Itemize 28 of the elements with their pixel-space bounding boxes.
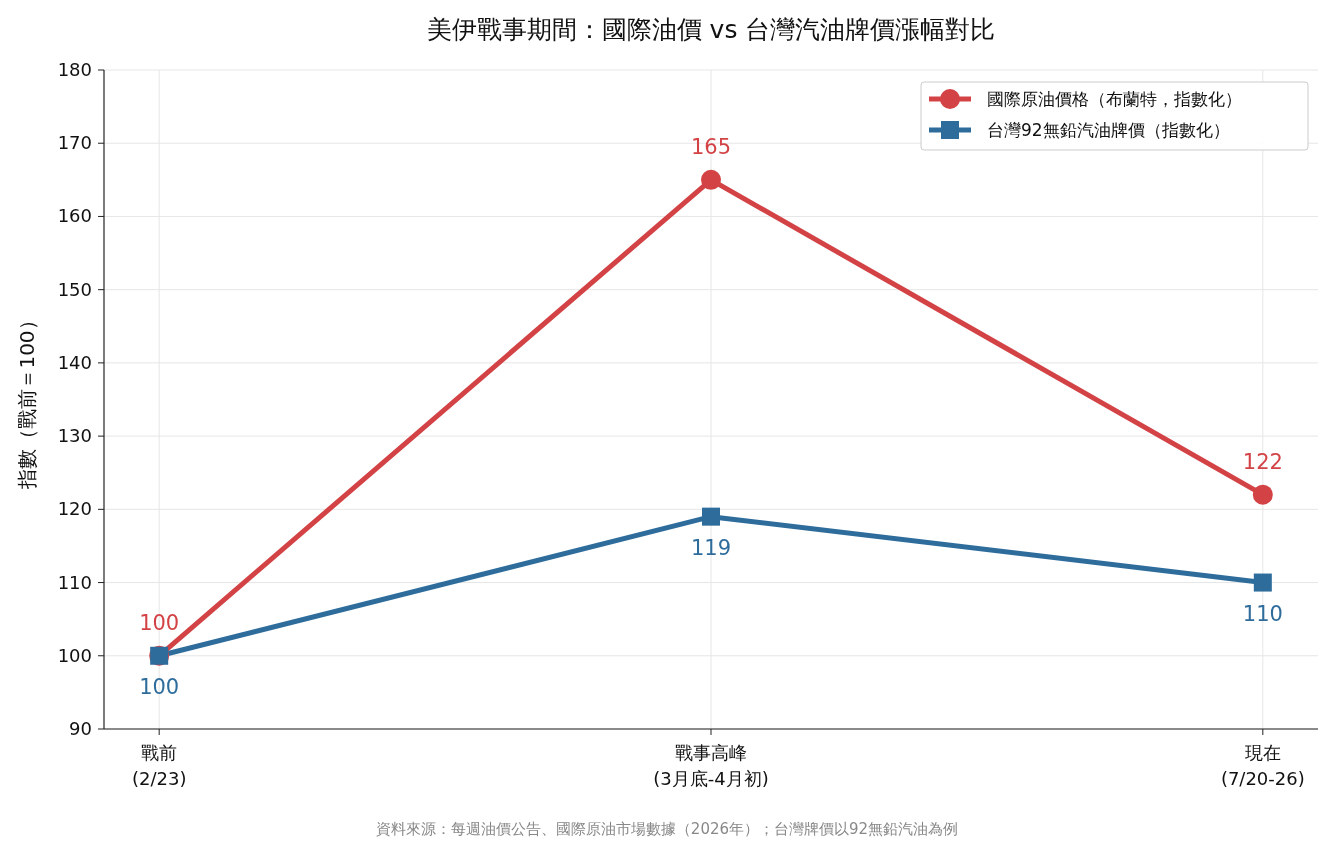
legend-label: 台灣92無鉛汽油牌價（指數化） xyxy=(987,120,1230,140)
y-tick-label: 100 xyxy=(57,644,92,666)
y-tick-label: 90 xyxy=(69,718,92,739)
y-tick-label: 120 xyxy=(57,498,92,520)
x-tick-label: 戰事高峰 (3月底-4月初) xyxy=(653,742,769,789)
point xyxy=(1252,484,1273,505)
y-tick-label: 130 xyxy=(57,425,92,447)
data-label: 122 xyxy=(1242,449,1283,474)
data-label: 110 xyxy=(1242,601,1283,626)
data-label: 165 xyxy=(690,134,732,159)
source-note: 資料來源：每週油價公告、國際原油市場數據（2026年）；台灣牌價以92無鉛汽油為例 xyxy=(375,820,959,838)
y-axis-title: 指數（戰前＝100） xyxy=(15,310,39,490)
y-tick-label: 180 xyxy=(57,59,92,80)
y-tick-label: 140 xyxy=(57,351,92,373)
y-tick-label: 170 xyxy=(57,132,92,154)
data-label: 100 xyxy=(139,674,180,699)
y-tick-label: 110 xyxy=(57,571,92,593)
legend-label: 國際原油價格（布蘭特，指數化） xyxy=(987,89,1242,109)
y-tick-label: 150 xyxy=(57,278,92,300)
chart-title: 美伊戰事期間：國際油價 vs 台灣汽油牌價漲幅對比 xyxy=(426,15,996,44)
x-tick-label: 現在 (7/20-26) xyxy=(1220,742,1305,789)
y-tick-label: 160 xyxy=(57,205,92,227)
point xyxy=(702,507,720,526)
x-tick-label: 戰前 (2/23) xyxy=(131,742,187,789)
point xyxy=(1253,573,1272,592)
point xyxy=(701,169,721,190)
data-label: 100 xyxy=(139,610,180,635)
data-label: 119 xyxy=(690,535,732,560)
